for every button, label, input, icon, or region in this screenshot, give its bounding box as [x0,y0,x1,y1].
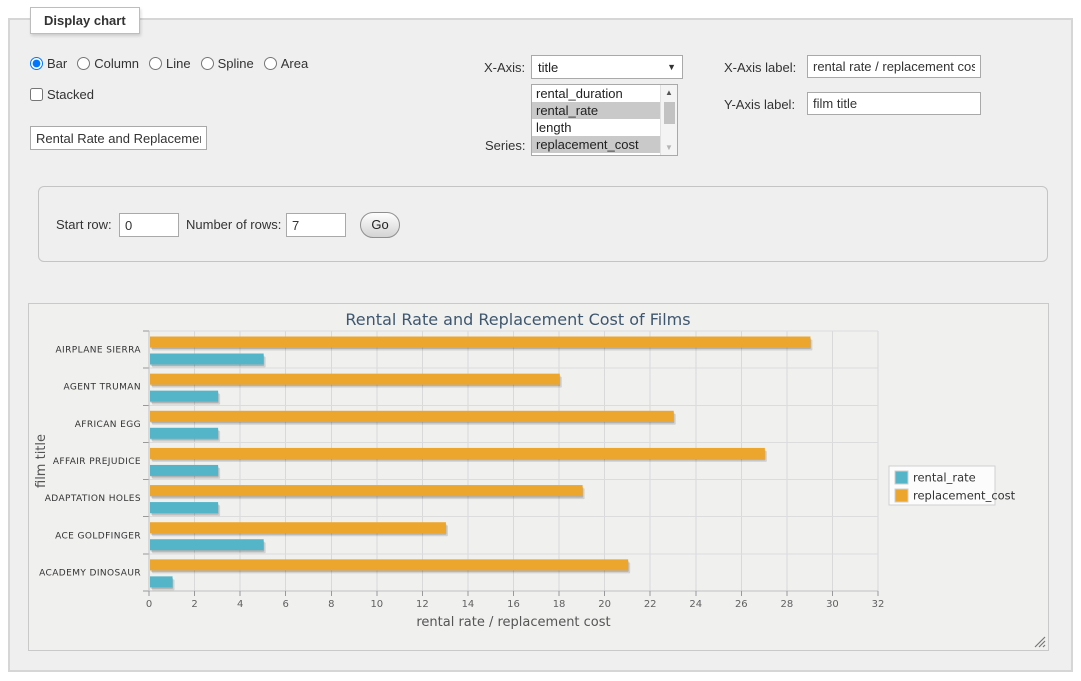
fieldset-legend-title: Display chart [30,7,140,34]
stacked-checkbox-row: Stacked [30,87,94,102]
x-tick-label: 0 [146,599,152,610]
series-multiselect[interactable]: rental_durationrental_ratelengthreplacem… [531,84,678,156]
y-axis-label-input[interactable] [807,92,981,115]
x-axis-selected-value: title [538,60,558,75]
x-tick-label: 24 [689,599,702,610]
x-axis-label-caption: X-Axis label: [724,60,796,75]
chart-type-radio-column[interactable] [77,57,90,70]
y-axis-title: film title [34,434,49,488]
bar-replacement_cost[interactable] [150,559,628,570]
y-axis-label-caption: Y-Axis label: [724,97,795,112]
bar-rental_rate[interactable] [150,465,218,476]
bar-replacement_cost[interactable] [150,411,674,422]
x-tick-label: 10 [370,599,383,610]
chart-type-radio-line[interactable] [149,57,162,70]
x-tick-label: 32 [872,599,885,610]
chart-type-label: Column [94,56,139,71]
x-axis-select[interactable]: title ▼ [531,55,683,79]
x-tick-label: 16 [507,599,520,610]
bar-replacement_cost[interactable] [150,485,583,496]
chart-container: Rental Rate and Replacement Cost of Film… [28,303,1049,651]
bar-rental_rate[interactable] [150,576,173,587]
number-of-rows-label: Number of rows: [186,217,281,232]
bar-rental_rate[interactable] [150,428,218,439]
chart-type-label: Spline [218,56,254,71]
category-label: ACE GOLDFINGER [55,531,141,541]
page: Display chart Bar Column Line Spline Area St… [0,0,1081,681]
chart-type-label: Line [166,56,191,71]
category-label: ADAPTATION HOLES [45,494,141,504]
series-option-length[interactable]: length [532,119,660,136]
chart-type-radio-bar[interactable] [30,57,43,70]
x-tick-label: 6 [283,599,289,610]
number-of-rows-input[interactable] [286,213,346,237]
series-options: rental_durationrental_ratelengthreplacem… [532,85,660,155]
x-tick-label: 26 [735,599,748,610]
chart-type-radio-area[interactable] [264,57,277,70]
legend-label-replacement_cost[interactable]: replacement_cost [913,489,1016,503]
x-axis-select-label: X-Axis: [484,60,525,75]
bar-chart: Rental Rate and Replacement Cost of Film… [29,304,1048,650]
bar-replacement_cost[interactable] [150,374,560,385]
stacked-label-text: Stacked [47,87,94,102]
x-axis-label-input[interactable] [807,55,981,78]
row-range-panel: Start row: Number of rows: Go [38,186,1048,262]
x-axis-title: rental rate / replacement cost [416,615,610,630]
bar-rental_rate[interactable] [150,391,218,402]
chart-type-label: Area [281,56,308,71]
x-tick-label: 4 [237,599,243,610]
x-tick-label: 8 [328,599,334,610]
category-label: AGENT TRUMAN [63,383,141,393]
bar-rental_rate[interactable] [150,502,218,513]
chart-title: Rental Rate and Replacement Cost of Film… [345,310,690,329]
legend-swatch-rental_rate [895,471,908,484]
series-scrollbar[interactable]: ▲ ▼ [660,85,677,155]
series-select-label: Series: [485,138,525,153]
bar-replacement_cost[interactable] [150,337,810,348]
bar-rental_rate[interactable] [150,539,264,550]
legend-swatch-replacement_cost [895,489,908,502]
x-tick-label: 30 [826,599,839,610]
chart-type-radio-group: Bar Column Line Spline Area [30,56,308,71]
resize-grip-icon[interactable] [1034,636,1046,648]
chart-type-option-area: Area [264,56,308,71]
bar-rental_rate[interactable] [150,354,264,365]
bar-replacement_cost[interactable] [150,448,765,459]
scrollbar-thumb[interactable] [664,102,675,124]
series-option-rental_rate[interactable]: rental_rate [532,102,660,119]
x-tick-label: 2 [191,599,197,610]
legend-label-rental_rate[interactable]: rental_rate [913,471,976,485]
category-label: AIRPLANE SIERRA [55,346,141,356]
start-row-input[interactable] [119,213,179,237]
chart-title-input[interactable] [30,126,207,150]
category-label: AFRICAN EGG [75,420,141,430]
bar-replacement_cost[interactable] [150,522,446,533]
category-label: ACADEMY DINOSAUR [39,568,141,578]
category-label: AFFAIR PREJUDICE [53,457,141,467]
dropdown-arrow-icon: ▼ [667,62,676,72]
chart-type-option-bar: Bar [30,56,67,71]
x-tick-label: 22 [644,599,657,610]
chart-type-option-line: Line [149,56,191,71]
start-row-label: Start row: [56,217,112,232]
x-tick-label: 12 [416,599,429,610]
x-tick-label: 20 [598,599,611,610]
stacked-checkbox-label: Stacked [30,87,94,102]
go-button[interactable]: Go [360,212,400,238]
series-option-rental_duration[interactable]: rental_duration [532,85,660,102]
stacked-checkbox[interactable] [30,88,43,101]
chart-type-option-column: Column [77,56,139,71]
x-tick-label: 28 [781,599,794,610]
x-tick-label: 18 [553,599,566,610]
scroll-up-icon[interactable]: ▲ [661,85,678,100]
series-option-replacement_cost[interactable]: replacement_cost [532,136,660,153]
scroll-down-icon[interactable]: ▼ [661,140,678,155]
x-tick-label: 14 [462,599,475,610]
chart-type-label: Bar [47,56,67,71]
chart-type-option-spline: Spline [201,56,254,71]
chart-type-radio-spline[interactable] [201,57,214,70]
